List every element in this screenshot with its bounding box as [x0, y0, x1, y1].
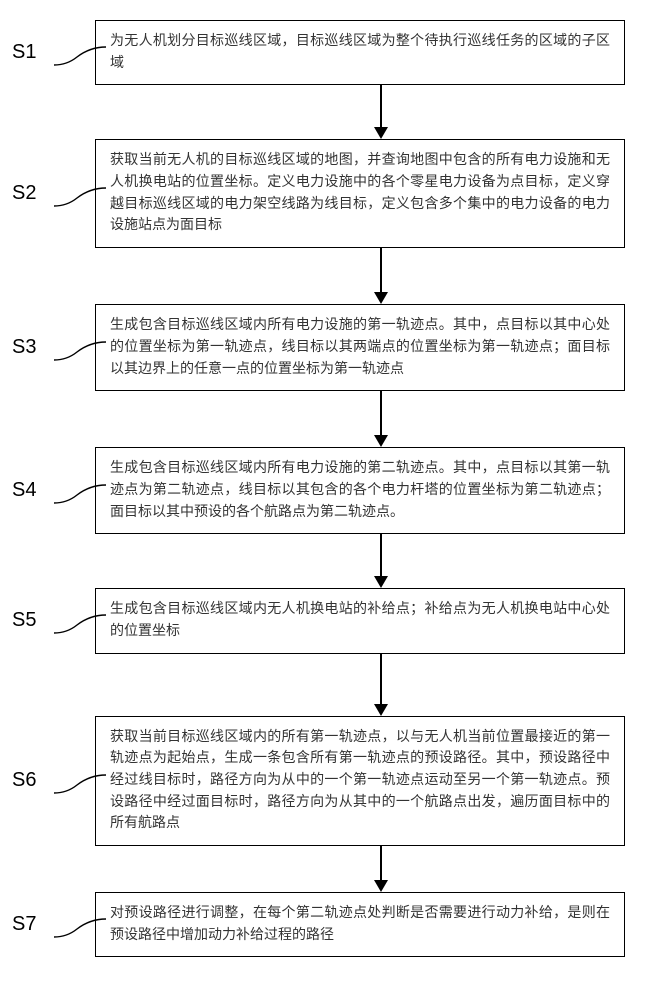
step-row-s4: S4 生成包含目标巡线区域内所有电力设施的第二轨迹点。其中，点目标以其第一轨迹点为…	[0, 447, 667, 534]
step-label-s4: S4	[12, 479, 36, 502]
arrow-line	[380, 85, 382, 127]
step-label-wrap: S7	[12, 913, 40, 936]
arrow-head-icon	[374, 576, 388, 588]
step-label-s6: S6	[12, 769, 36, 792]
arrow-line	[380, 391, 382, 435]
step-box-s3: 生成包含目标巡线区域内所有电力设施的第一轨迹点。其中，点目标以其中心处的位置坐标…	[95, 304, 625, 391]
step-row-s6: S6 获取当前目标巡线区域内的所有第一轨迹点，以与无人机当前位置最接近的第一轨迹点…	[0, 716, 667, 846]
step-label-wrap: S3	[12, 336, 40, 359]
step-label-s1: S1	[12, 41, 36, 64]
step-label-s7: S7	[12, 913, 36, 936]
arrow-down-icon	[116, 85, 646, 139]
arrow-head-icon	[374, 292, 388, 304]
step-box-s6: 获取当前目标巡线区域内的所有第一轨迹点，以与无人机当前位置最接近的第一轨迹点为起…	[95, 716, 625, 846]
connector-curve-icon	[52, 338, 107, 368]
step-label-wrap: S6	[12, 769, 40, 792]
step-row-s2: S2 获取当前无人机的目标巡线区域的地图，并查询地图中包含的所有电力设施和无人机换…	[0, 139, 667, 248]
step-box-s2: 获取当前无人机的目标巡线区域的地图，并查询地图中包含的所有电力设施和无人机换电站…	[95, 139, 625, 248]
arrow-down-icon	[116, 248, 646, 304]
step-label-wrap: S1	[12, 41, 40, 64]
step-row-s5: S5 生成包含目标巡线区域内无人机换电站的补给点；补给点为无人机换电站中心处的位置…	[0, 588, 667, 653]
arrow-down-icon	[116, 846, 646, 892]
step-row-s1: S1 为无人机划分目标巡线区域，目标巡线区域为整个待执行巡线任务的区域的子区域	[0, 20, 667, 85]
connector-curve-icon	[52, 915, 107, 945]
step-box-s7: 对预设路径进行调整，在每个第二轨迹点处判断是否需要进行动力补给，是则在预设路径中…	[95, 892, 625, 957]
connector-curve-icon	[52, 771, 107, 801]
arrow-head-icon	[374, 127, 388, 139]
step-row-s3: S3 生成包含目标巡线区域内所有电力设施的第一轨迹点。其中，点目标以其中心处的位置…	[0, 304, 667, 391]
step-row-s7: S7 对预设路径进行调整，在每个第二轨迹点处判断是否需要进行动力补给，是则在预设路…	[0, 892, 667, 957]
arrow-down-icon	[116, 391, 646, 447]
arrow-down-icon	[116, 654, 646, 716]
connector-curve-icon	[52, 184, 107, 214]
arrow-head-icon	[374, 880, 388, 892]
step-label-s5: S5	[12, 609, 36, 632]
flowchart-container: S1 为无人机划分目标巡线区域，目标巡线区域为整个待执行巡线任务的区域的子区域 S2…	[0, 20, 667, 957]
connector-curve-icon	[52, 481, 107, 511]
arrow-line	[380, 248, 382, 292]
step-label-wrap: S2	[12, 182, 40, 205]
connector-curve-icon	[52, 611, 107, 641]
arrow-line	[380, 534, 382, 576]
step-label-s3: S3	[12, 336, 36, 359]
step-label-s2: S2	[12, 182, 36, 205]
connector-curve-icon	[52, 43, 107, 73]
arrow-line	[380, 846, 382, 880]
step-label-wrap: S4	[12, 479, 40, 502]
arrow-line	[380, 654, 382, 704]
step-box-s5: 生成包含目标巡线区域内无人机换电站的补给点；补给点为无人机换电站中心处的位置坐标	[95, 588, 625, 653]
arrow-head-icon	[374, 704, 388, 716]
step-box-s1: 为无人机划分目标巡线区域，目标巡线区域为整个待执行巡线任务的区域的子区域	[95, 20, 625, 85]
step-label-wrap: S5	[12, 609, 40, 632]
arrow-down-icon	[116, 534, 646, 588]
step-box-s4: 生成包含目标巡线区域内所有电力设施的第二轨迹点。其中，点目标以其第一轨迹点为第二…	[95, 447, 625, 534]
arrow-head-icon	[374, 435, 388, 447]
